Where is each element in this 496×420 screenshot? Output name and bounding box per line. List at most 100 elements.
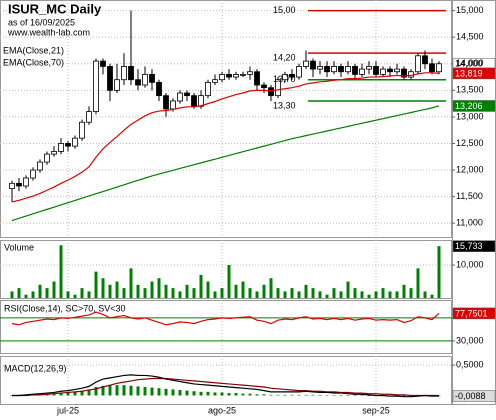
bar	[374, 291, 378, 298]
bar	[164, 388, 168, 396]
legend-entry: EMA(Close,21)	[3, 45, 64, 55]
bar	[24, 294, 28, 298]
bar	[66, 392, 70, 396]
bar	[171, 288, 175, 298]
candle-body	[205, 81, 211, 97]
bar	[178, 390, 182, 396]
y-tick-label: 30,000	[456, 335, 484, 345]
candle-body	[408, 71, 414, 78]
candle-body	[233, 73, 239, 78]
value-label-box	[452, 100, 496, 112]
bar	[290, 288, 294, 298]
value-label-box	[452, 307, 496, 320]
bar	[143, 386, 147, 396]
bar	[45, 394, 49, 396]
candle-body	[156, 81, 162, 97]
candle-body	[240, 73, 246, 76]
value-label: -0,0088	[455, 391, 486, 401]
line	[12, 377, 439, 397]
bar	[262, 394, 266, 396]
bar	[346, 395, 350, 396]
bar	[52, 393, 56, 396]
value-label: 14,000	[455, 59, 483, 69]
bar	[339, 291, 343, 298]
bar	[192, 391, 196, 396]
candle-body	[149, 73, 155, 83]
bar	[171, 389, 175, 396]
candle-body	[359, 68, 365, 75]
bar	[248, 393, 252, 396]
candle-body	[331, 66, 337, 73]
bar	[45, 288, 49, 298]
candle-body	[121, 66, 127, 81]
y-tick-label: 12,000	[456, 164, 484, 174]
candle-body	[177, 92, 183, 102]
line	[11, 105, 440, 222]
candle-body	[436, 63, 442, 73]
bar	[304, 394, 308, 396]
bar	[276, 288, 280, 298]
candle-body	[219, 73, 225, 81]
bar	[129, 268, 133, 298]
candle-body	[58, 143, 64, 152]
candle-body	[296, 66, 302, 78]
candle-body	[254, 71, 260, 86]
y-tick-label: 12,500	[456, 138, 484, 148]
candle-body	[380, 68, 386, 75]
value-label-box	[452, 390, 496, 402]
bar	[101, 385, 105, 396]
candle-body	[51, 151, 57, 155]
macd-panel	[0, 356, 452, 405]
bar	[178, 291, 182, 298]
line	[11, 72, 440, 203]
bar	[122, 385, 126, 396]
candle-body	[429, 63, 435, 73]
grid-layer	[0, 0, 455, 404]
bar	[66, 291, 70, 298]
bar	[122, 288, 126, 298]
bar	[360, 291, 364, 298]
candle-body	[65, 143, 71, 147]
bar	[332, 288, 336, 298]
bar	[241, 281, 245, 298]
candle-body	[261, 84, 267, 89]
bar	[269, 278, 273, 298]
y-tick-label: 0,5000	[456, 359, 484, 369]
line	[11, 311, 440, 326]
bar	[94, 386, 98, 396]
panel-title: RSI(Close,14), SC>70, SV<30	[4, 303, 126, 313]
candle-body	[282, 73, 288, 81]
bar	[297, 394, 301, 396]
candle-body	[184, 92, 190, 97]
bar	[17, 288, 21, 298]
bar	[395, 291, 399, 298]
volume-panel	[0, 240, 452, 299]
level-label: 14,20	[273, 53, 296, 63]
bar	[31, 291, 35, 298]
y-tick-label: 13,500	[456, 85, 484, 95]
y-tick-label: 15,000	[456, 5, 484, 15]
bar	[262, 284, 266, 298]
bar	[437, 246, 441, 298]
bar	[423, 291, 427, 298]
bar	[255, 394, 259, 396]
bar	[185, 284, 189, 298]
candle-body	[16, 182, 22, 187]
bar	[416, 268, 420, 298]
bar	[59, 393, 63, 396]
bar	[248, 288, 252, 298]
candle-body	[30, 169, 36, 179]
value-label-box	[452, 67, 496, 80]
candle-body	[142, 73, 148, 86]
bar	[108, 284, 112, 298]
candle-body	[79, 121, 85, 139]
bar	[157, 278, 161, 298]
bar	[297, 291, 301, 298]
bar	[73, 391, 77, 396]
candle-body	[387, 68, 393, 73]
candle-body	[9, 182, 15, 190]
candle-body	[373, 66, 379, 75]
bar	[115, 385, 119, 396]
bar	[220, 288, 224, 298]
